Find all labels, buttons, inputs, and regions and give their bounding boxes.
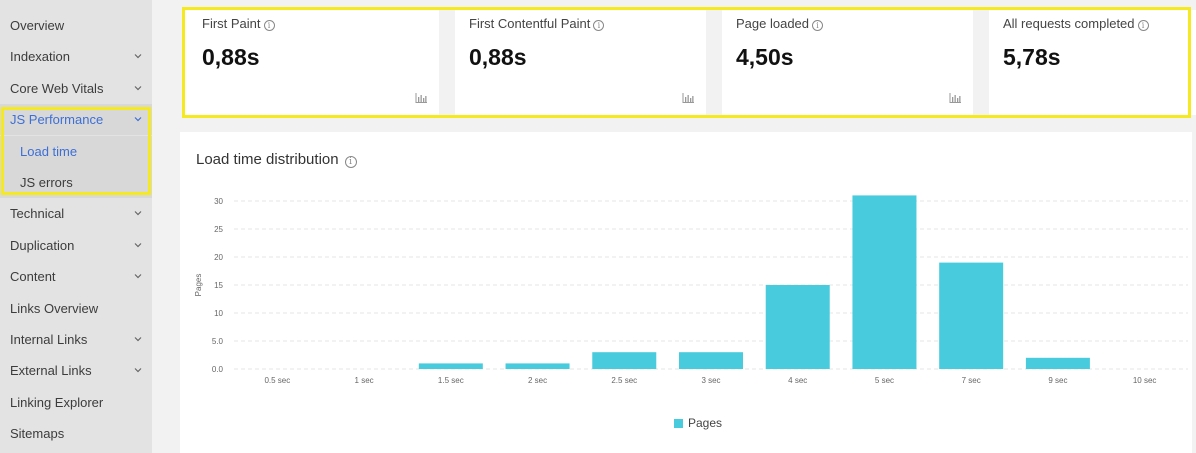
sidebar-item-label: Core Web Vitals: [10, 80, 104, 96]
metric-card-title-text: First Paint: [202, 16, 261, 31]
chevron-down-icon: [134, 211, 142, 216]
sidebar-item-label: Load time: [20, 143, 78, 159]
sidebar-item-linking-explorer[interactable]: Linking Explorer: [0, 387, 152, 418]
x-tick-label: 1 sec: [355, 376, 374, 385]
info-icon[interactable]: i: [344, 156, 357, 168]
sidebar-item-js-performance[interactable]: JS Performance: [0, 104, 152, 136]
load-time-chart: 0.0 5.0 10 15 20 25 30 Pages 0.5 sec 1 sec 1.5 sec…: [194, 195, 1188, 385]
sidebar-item-label: JS errors: [20, 175, 73, 190]
bar-2-sec[interactable]: [505, 363, 570, 369]
panel-title-text: Load time distribution: [196, 151, 339, 168]
chevron-down-icon: [134, 368, 142, 373]
metric-card-title: All requests completed i: [1003, 16, 1149, 31]
x-tick-label: 4 sec: [788, 376, 807, 385]
bar-1-5-sec[interactable]: [418, 363, 483, 369]
bar-7-sec[interactable]: [939, 262, 1004, 369]
x-tick-label: 7 sec: [962, 376, 981, 385]
metric-card-all-requests-completed: All requests completed i 5,78s: [989, 10, 1196, 115]
bar-chart-icon[interactable]: [415, 93, 427, 103]
chevron-down-icon: [134, 274, 142, 279]
chevron-down-icon: [134, 337, 142, 342]
bar-3-sec[interactable]: [679, 352, 743, 369]
sidebar-item-technical[interactable]: Technical: [0, 198, 152, 229]
sidebar-item-label: Internal Links: [10, 332, 88, 347]
sidebar-item-external-links[interactable]: External Links: [0, 355, 152, 386]
info-icon[interactable]: i: [812, 20, 824, 31]
chevron-down-icon: [134, 85, 142, 91]
metric-card-title: First Paint i: [202, 16, 275, 31]
sidebar-item-indexation[interactable]: Indexation: [0, 41, 152, 72]
metrics-cards: First Paint i 0,88s First Contentful Paint i…: [182, 7, 1196, 118]
sidebar-item-label: Overview: [10, 18, 65, 33]
x-tick-label: 3 sec: [701, 376, 720, 385]
metric-card-title-text: Page loaded: [736, 16, 810, 31]
y-tick-label: 25: [214, 225, 223, 234]
legend-swatch: [674, 418, 683, 428]
info-icon[interactable]: i: [263, 20, 275, 31]
metric-card-title: Page loaded i: [736, 16, 824, 31]
sidebar-item-content[interactable]: Content: [0, 261, 152, 292]
sidebar-item-sitemaps[interactable]: Sitemaps: [0, 418, 152, 449]
y-tick-label: 10: [214, 309, 223, 318]
card-divider: [439, 10, 455, 115]
sidebar-item-core-web-vitals[interactable]: Core Web Vitals: [0, 73, 152, 104]
load-time-distribution-panel: Load time distribution i 0.0 5.0 10 15 20 25 30…: [180, 132, 1192, 453]
sidebar-item-js-errors[interactable]: JS errors: [0, 167, 152, 198]
sidebar-item-label: Links Overview: [10, 300, 99, 316]
chevron-down-icon: [134, 242, 142, 248]
x-tick-label: 2 sec: [528, 376, 547, 385]
metric-card-first-paint: First Paint i 0,88s: [188, 10, 439, 115]
x-tick-label: 5 sec: [875, 376, 894, 385]
y-axis-label: Pages: [194, 274, 203, 297]
metric-card-value: 4,50s: [736, 44, 794, 70]
bar-chart-icon[interactable]: [682, 93, 694, 103]
x-tick-label: 10 sec: [1133, 376, 1157, 385]
sidebar-item-label: Content: [10, 269, 56, 285]
y-tick-label: 0.0: [212, 365, 224, 374]
sidebar-item-label: Sitemaps: [10, 426, 65, 442]
sidebar-item-duplication[interactable]: Duplication: [0, 230, 152, 261]
card-divider: [706, 10, 722, 115]
sidebar-item-overview[interactable]: Overview: [0, 10, 152, 41]
x-tick-label: 9 sec: [1048, 376, 1067, 385]
metric-card-value: 0,88s: [202, 44, 260, 70]
info-icon[interactable]: i: [1137, 20, 1149, 31]
panel-title: Load time distribution i: [196, 151, 357, 168]
sidebar-item-label: JS Performance: [10, 112, 104, 128]
y-tick-label: 20: [214, 253, 223, 262]
sidebar-item-internal-links[interactable]: Internal Links: [0, 324, 152, 355]
y-tick-label: 5.0: [212, 337, 224, 346]
x-tick-label: 0.5 sec: [264, 376, 290, 385]
sidebar-item-label: Technical: [10, 206, 65, 222]
metric-card-page-loaded: Page loaded i 4,50s: [722, 10, 973, 115]
metric-card-title-text: First Contentful Paint: [469, 16, 591, 31]
sidebar-item-label: Indexation: [10, 49, 70, 65]
sidebar-item-load-time[interactable]: Load time: [0, 135, 152, 167]
sidebar-item-label: Duplication: [10, 237, 75, 253]
x-tick-label: 2.5 sec: [611, 376, 637, 385]
metric-card-title-text: All requests completed: [1003, 16, 1135, 31]
info-icon[interactable]: i: [593, 20, 605, 31]
sidebar: Overview Indexation Core Web Vitals JS Perf…: [0, 0, 152, 453]
metric-card-value: 0,88s: [469, 44, 527, 70]
metric-card-first-contentful-paint: First Contentful Paint i 0,88s: [455, 10, 706, 115]
bar-2-5-sec[interactable]: [592, 352, 657, 369]
sidebar-item-label: External Links: [10, 363, 92, 379]
legend-label: Pages: [688, 416, 723, 430]
x-tick-label: 1.5 sec: [438, 376, 464, 385]
chevron-down-icon: [134, 54, 142, 59]
bar-5-sec[interactable]: [852, 195, 917, 369]
sidebar-item-links-overview[interactable]: Links Overview: [0, 293, 152, 324]
y-tick-label: 30: [214, 197, 223, 206]
chevron-down-icon: [134, 117, 142, 122]
bar-4-sec[interactable]: [765, 285, 830, 369]
sidebar-item-label: Linking Explorer: [10, 394, 104, 410]
metric-card-title: First Contentful Paint i: [469, 16, 605, 31]
y-tick-label: 15: [214, 281, 223, 290]
metric-card-value: 5,78s: [1003, 44, 1061, 70]
card-divider: [973, 10, 989, 115]
bar-chart-icon[interactable]: [949, 93, 961, 103]
chart-legend[interactable]: Pages: [674, 416, 722, 430]
bar-9-sec[interactable]: [1025, 357, 1090, 369]
